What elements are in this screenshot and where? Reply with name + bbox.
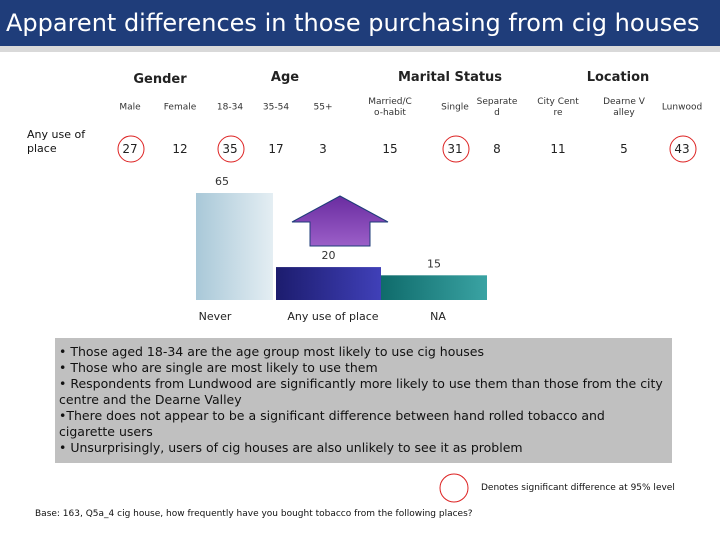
category-label: Any use of place [287,310,378,323]
group-header: Marital Status [397,70,503,85]
row-label: Any use of place [27,128,86,155]
column-header: Male [119,102,141,113]
data-label: 20 [322,249,336,262]
data-label: 65 [215,175,229,188]
cell-value: 8 [493,142,501,156]
title-rule [0,46,720,52]
cell-value: 31 [447,142,463,156]
column-header: Dearne Valley [603,97,645,118]
column-header: Married/Co-habit [368,97,412,118]
base-note: Base: 163, Q5a_4 cig house, how frequent… [35,509,473,519]
legend-circle [439,473,469,503]
slide-title: Apparent differences in those purchasing… [0,0,720,46]
category-label: NA [430,310,446,323]
bullet: • Those aged 18-34 are the age group mos… [59,344,484,359]
significance-circle [669,135,697,163]
column-header: Separated [476,97,518,118]
data-label: 15 [427,257,441,270]
bullet: • Respondents from Lundwood are signific… [59,376,663,407]
category-label: Never [199,310,232,323]
significance-circle [442,135,470,163]
column-header: City Centre [537,97,579,118]
group-header: Location [586,70,650,85]
significance-circle [117,135,145,163]
significance-circle [217,135,245,163]
bullet-box: • Those aged 18-34 are the age group mos… [55,338,672,463]
bullet: • Those who are single are most likely t… [59,360,378,375]
arrow [291,195,389,247]
cell-value: 3 [319,142,327,156]
legend-note: Denotes significant difference at 95% le… [481,483,675,493]
group-header: Gender [133,72,187,87]
column-header: Lunwood [661,102,703,113]
cell-value: 35 [222,142,238,156]
column-header: Female [163,102,197,113]
cell-value: 15 [382,142,398,156]
cell-value: 43 [674,142,690,156]
column-header: 18-34 [216,102,244,113]
group-header: Age [270,70,300,85]
cell-value: 11 [550,142,566,156]
bar [196,193,273,300]
cell-value: 5 [620,142,628,156]
bullet: •There does not appear to be a significa… [59,408,605,439]
column-header: 55+ [313,102,333,113]
column-header: Single [441,102,469,113]
bullet: • Unsurprisingly, users of cig houses ar… [59,440,523,455]
bar [381,275,487,300]
cell-value: 17 [268,142,284,156]
bar [276,267,381,300]
cell-value: 12 [172,142,188,156]
cell-value: 27 [122,142,138,156]
column-header: 35-54 [262,102,290,113]
